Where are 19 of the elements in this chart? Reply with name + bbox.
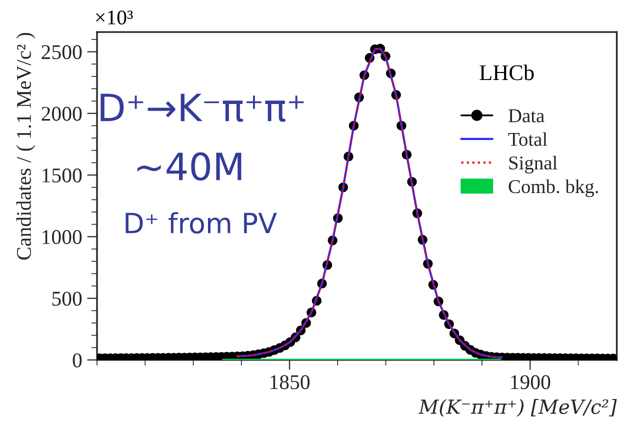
y-axis-title: Candidates / ( 1.1 MeV/c² ) <box>16 32 36 260</box>
annotation: D⁺ from PV <box>126 212 277 234</box>
x-tick-label: 1850 <box>270 375 310 390</box>
annotation: LHCb <box>480 64 534 80</box>
y-tick-label: 2000 <box>42 106 82 121</box>
y-tick-label: 1500 <box>42 168 82 182</box>
legend-label: Comb. bkg. <box>508 179 598 198</box>
y-tick-label: 0 <box>72 353 82 368</box>
y-tick-label: 2500 <box>42 45 82 60</box>
y-tick-label: 500 <box>52 292 82 306</box>
x-axis-title: M(K⁻π⁺π⁺) [MeV/c²] <box>418 398 617 417</box>
annotation: D⁺→K⁻π⁺π⁺ <box>100 94 304 122</box>
legend-label: Total <box>508 132 548 146</box>
y-tick-label: 1000 <box>42 230 82 244</box>
legend-label: Data <box>508 109 544 122</box>
text: ×10³ <box>96 10 133 25</box>
x-tick-label: 1900 <box>511 375 550 390</box>
annotation: ~40M <box>137 152 242 181</box>
legend-label: Signal <box>509 156 558 174</box>
